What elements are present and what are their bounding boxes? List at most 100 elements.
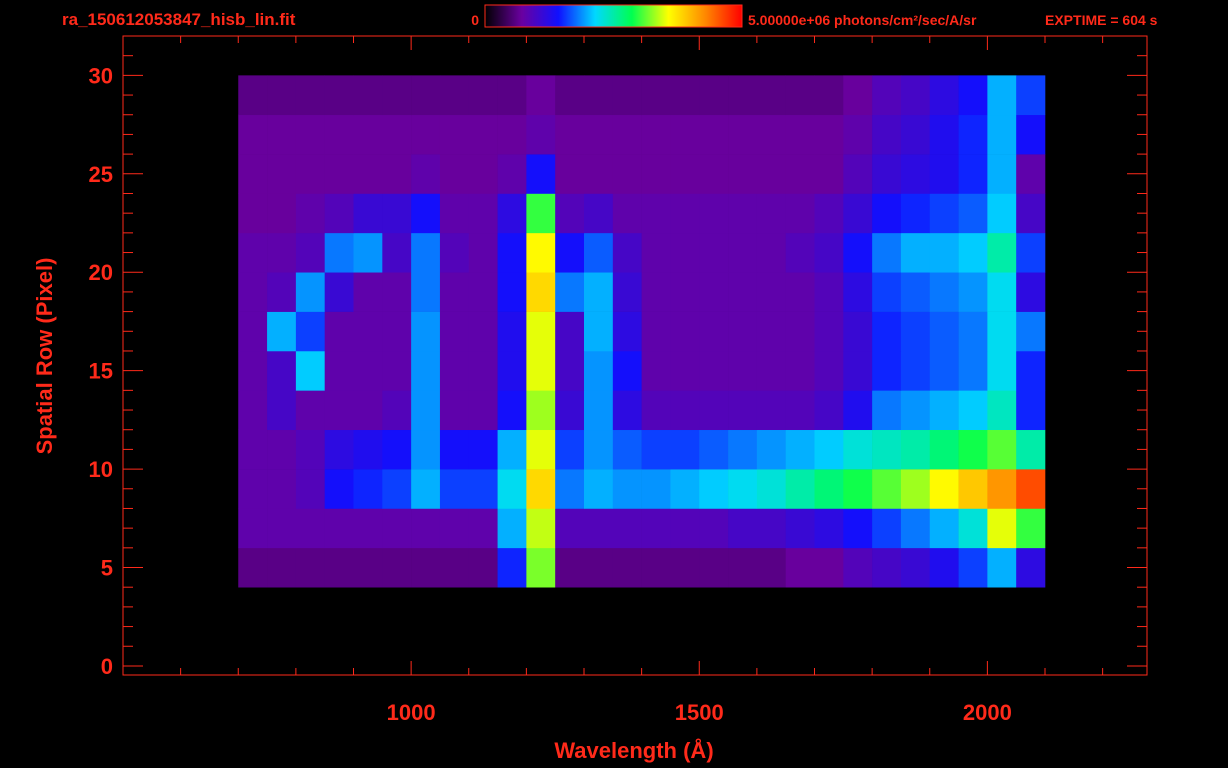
heatmap-cell [439, 75, 470, 116]
heatmap-cell [584, 232, 614, 273]
heatmap-cell [382, 390, 412, 431]
heatmap-cell [843, 350, 873, 391]
heatmap-cell [324, 75, 354, 116]
heatmap-cell [900, 390, 931, 431]
heatmap-cell [699, 114, 729, 155]
x-tick-label: 2000 [963, 700, 1012, 725]
heatmap-cell [728, 429, 758, 470]
heatmap-cell [958, 469, 988, 509]
heatmap-cell [958, 114, 988, 155]
heatmap-cell [267, 547, 297, 588]
heatmap-cell [353, 193, 383, 234]
heatmap-cell [295, 272, 325, 312]
heatmap-cell [641, 390, 671, 431]
heatmap-cell [497, 429, 527, 470]
heatmap-cell [900, 232, 931, 273]
heatmap-cell [612, 350, 642, 391]
heatmap-cell [439, 469, 470, 509]
heatmap-cell [382, 272, 412, 312]
heatmap-cell [353, 390, 383, 431]
heatmap-cell [468, 508, 498, 549]
heatmap-cell [295, 508, 325, 549]
heatmap-cell [267, 390, 297, 431]
heatmap-cell [382, 232, 412, 273]
heatmap-cell [987, 350, 1017, 391]
heatmap-cell [670, 350, 700, 391]
heatmap-cell [641, 114, 671, 155]
heatmap-cell [324, 429, 354, 470]
heatmap-cell [900, 508, 931, 549]
heatmap-cell [756, 75, 786, 116]
heatmap-cell [785, 311, 815, 352]
heatmap-cell [670, 469, 700, 509]
heatmap-cell [756, 390, 786, 431]
heatmap-cell [295, 429, 325, 470]
heatmap-cell [1016, 469, 1046, 509]
heatmap-cell [353, 350, 383, 391]
heatmap-cell [497, 390, 527, 431]
heatmap-cell [468, 154, 498, 194]
heatmap-cell [1016, 547, 1046, 588]
heatmap-cell [756, 311, 786, 352]
heatmap-cell [439, 547, 470, 588]
heatmap-cell [987, 311, 1017, 352]
heatmap-cell [612, 547, 642, 588]
heatmap-cell [958, 311, 988, 352]
heatmap-cell [756, 154, 786, 194]
heatmap-cell [814, 508, 844, 549]
heatmap-cell [670, 154, 700, 194]
heatmap-cell [872, 508, 902, 549]
heatmap-cell [238, 508, 268, 549]
heatmap-cell [267, 154, 297, 194]
heatmap-cell [958, 272, 988, 312]
y-tick-label: 0 [101, 654, 113, 679]
heatmap-cell [872, 429, 902, 470]
heatmap-cell [756, 429, 786, 470]
heatmap-cell [641, 193, 671, 234]
heatmap-cell [267, 232, 297, 273]
heatmap-cell [468, 232, 498, 273]
heatmap-cell [987, 154, 1017, 194]
heatmap-cell [785, 547, 815, 588]
heatmap-cell [641, 350, 671, 391]
y-tick-label: 20 [89, 260, 113, 285]
heatmap-cell [468, 429, 498, 470]
heatmap-cell [987, 469, 1017, 509]
heatmap-cell [728, 469, 758, 509]
heatmap-cell [555, 75, 585, 116]
heatmap-cell [497, 75, 527, 116]
heatmap-cell [728, 547, 758, 588]
heatmap-cell [670, 75, 700, 116]
exposure-label: EXPTIME = 604 s [1045, 12, 1158, 28]
heatmap-cell [526, 469, 556, 509]
heatmap-cell [987, 429, 1017, 470]
heatmap-cell [929, 114, 959, 155]
heatmap-cell [411, 469, 441, 509]
heatmap-cell [439, 508, 470, 549]
heatmap-cell [900, 75, 931, 116]
heatmap-cell [872, 272, 902, 312]
heatmap-cell [872, 469, 902, 509]
heatmap-cell [526, 350, 556, 391]
heatmap-cell [958, 508, 988, 549]
heatmap-cell [324, 193, 354, 234]
heatmap-cell [497, 272, 527, 312]
heatmap-cell [929, 429, 959, 470]
heatmap-cell [785, 469, 815, 509]
heatmap-cell [353, 232, 383, 273]
heatmap-cell [670, 272, 700, 312]
heatmap-cell [670, 429, 700, 470]
heatmap-cell [468, 75, 498, 116]
heatmap-cell [900, 311, 931, 352]
colorbar-label: 0 [471, 12, 479, 28]
y-tick-label: 25 [89, 162, 113, 187]
heatmap-cell [526, 390, 556, 431]
heatmap-cell [929, 508, 959, 549]
heatmap-cell [555, 193, 585, 234]
heatmap-cell [411, 272, 441, 312]
heatmap-cell [497, 508, 527, 549]
heatmap-cell [584, 390, 614, 431]
heatmap-cell [958, 75, 988, 116]
heatmap-cell [324, 311, 354, 352]
heatmap-cell [699, 272, 729, 312]
